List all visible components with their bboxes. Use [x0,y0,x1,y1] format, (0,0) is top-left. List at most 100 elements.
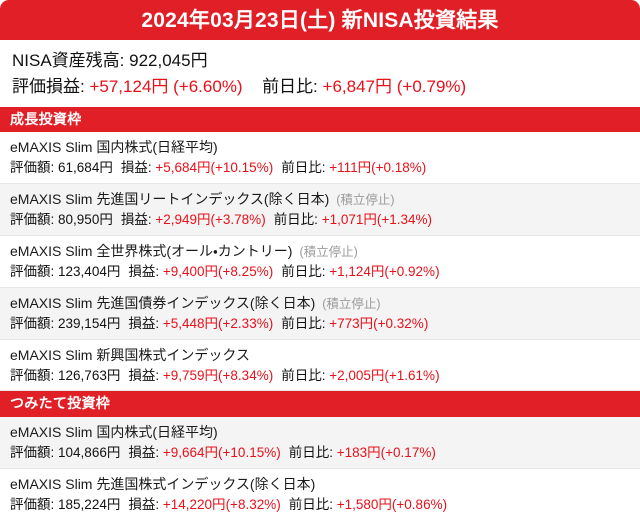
daily-change-value: +6,847円 [322,76,393,96]
fund-daily-percent: (+0.17%) [380,445,436,461]
fund-daily-percent: (+0.86%) [391,497,448,513]
fund-name-line: eMAXIS Slim 全世界株式(オール・カントリー) (積立停止) [10,241,630,261]
fund-name: eMAXIS Slim 国内株式(日経平均) [10,423,218,440]
fund-value-label: 評価額: [10,160,55,176]
profit-loss-percent: (+6.60%) [173,76,243,96]
fund-daily-value: +1,124円 [329,264,385,280]
fund-daily-label: 前日比: [288,445,333,461]
fund-value: 185,224円 [58,497,121,513]
suspended-badge: (積立停止) [336,193,395,208]
profit-loss-value: +57,124円 [89,76,169,96]
fund-pl-value: +9,400円 [162,264,219,280]
fund-value-label: 評価額: [10,212,55,228]
card-header: 2024年03月23日(土) 新NISA投資結果 [0,0,640,40]
fund-daily-label: 前日比: [273,212,318,228]
fund-value: 239,154円 [58,316,121,332]
fund-pl-value: +14,220円 [162,497,226,513]
profit-loss-line: 評価損益: +57,124円 (+6.60%) 前日比: +6,847円 (+0… [12,74,628,100]
fund-pl-percent: (+10.15%) [210,160,274,176]
fund-name: eMAXIS Slim 国内株式(日経平均) [10,139,218,156]
fund-daily-percent: (+1.34%) [376,212,433,228]
fund-pl-label: 損益: [120,212,152,228]
fund-name: eMAXIS Slim 先進国株式インデックス(除く日本) [10,475,316,492]
fund-pl-label: 損益: [128,497,160,513]
fund-pl-value: +2,949円 [155,212,211,228]
fund-stats-line: 評価額: 61,684円 損益: +5,684円(+10.15%) 前日比: +11… [10,158,630,178]
fund-daily-value: +111円 [329,160,372,176]
fund-daily-percent: (+0.32%) [373,316,429,332]
fund-row[interactable]: eMAXIS Slim 先進国債券インデックス(除く日本) (積立停止) 評価額: … [0,287,640,340]
fund-stats-line: 評価額: 185,224円 損益: +14,220円(+8.32%) 前日比: +1… [10,495,630,515]
fund-daily-percent: (+0.92%) [384,264,440,280]
suspended-badge: (積立停止) [322,296,381,311]
fund-value-label: 評価額: [10,445,55,461]
fund-row[interactable]: eMAXIS Slim 新興国株式インデックス評価額: 126,763円 損益: … [0,339,640,392]
fund-value: 123,404円 [58,264,121,280]
fund-daily-label: 前日比: [281,316,326,332]
fund-value: 80,950円 [58,212,113,228]
fund-daily-value: +773円 [329,316,374,332]
suspended-badge: (積立停止) [299,244,358,259]
fund-pl-label: 損益: [128,264,160,280]
fund-row[interactable]: eMAXIS Slim 国内株式(日経平均) 評価額: 104,866円 損益: +… [0,416,640,469]
fund-stats-line: 評価額: 80,950円 損益: +2,949円(+3.78%) 前日比: +1,0… [10,210,630,230]
fund-daily-label: 前日比: [281,367,326,383]
page-title: 2024年03月23日(土) 新NISA投資結果 [141,8,499,32]
fund-daily-percent: (+0.18%) [371,160,427,176]
fund-value-label: 評価額: [10,367,55,383]
daily-change-label: 前日比: [262,76,318,96]
fund-daily-value: +1,580円 [336,497,392,513]
fund-daily-label: 前日比: [281,160,326,176]
profit-loss-label: 評価損益: [12,76,85,96]
balance-value: 922,045円 [129,51,208,70]
fund-pl-percent: (+8.34%) [218,367,274,383]
portfolio-summary: NISA資産残高: 922,045円 評価損益: +57,124円 (+6.60… [0,40,640,107]
fund-pl-label: 損益: [120,160,152,176]
fund-pl-percent: (+8.25%) [218,264,274,280]
fund-daily-value: +1,071円 [321,212,377,228]
fund-name-line: eMAXIS Slim 先進国株式インデックス(除く日本) [10,474,630,494]
fund-pl-value: +5,684円 [155,160,211,176]
fund-name: eMAXIS Slim 新興国株式インデックス [10,346,250,363]
fund-stats-line: 評価額: 239,154円 損益: +5,448円(+2.33%) 前日比: +77… [10,314,630,334]
fund-value: 104,866円 [58,445,121,461]
fund-pl-percent: (+3.78%) [210,212,266,228]
daily-change-percent: (+0.79%) [396,76,467,96]
fund-name-line: eMAXIS Slim 先進国債券インデックス(除く日本) (積立停止) [10,293,630,313]
fund-daily-percent: (+1.61%) [384,367,440,383]
section-header-growth: 成長投資枠 [0,106,640,133]
fund-pl-label: 損益: [128,445,160,461]
fund-name-line: eMAXIS Slim 先進国リートインデックス(除く日本) (積立停止) [10,189,630,209]
fund-pl-value: +9,664円 [162,445,219,461]
fund-value-label: 評価額: [10,264,55,280]
fund-pl-percent: (+10.15%) [218,445,281,461]
fund-pl-value: +9,759円 [162,367,219,383]
fund-name: eMAXIS Slim 先進国リートインデックス(除く日本) [10,191,330,208]
section-header-tsumitate: つみたて投資枠 [0,391,640,417]
fund-row[interactable]: eMAXIS Slim 全世界株式(オール・カントリー) (積立停止) 評価額: 1… [0,235,640,288]
fund-pl-percent: (+8.32%) [225,497,281,513]
fund-value: 126,763円 [58,367,121,383]
fund-row[interactable]: eMAXIS Slim 先進国株式インデックス(除く日本) 評価額: 185,22… [0,468,640,515]
fund-value-label: 評価額: [10,316,55,332]
fund-name: eMAXIS Slim 先進国債券インデックス(除く日本) [10,294,316,311]
fund-name-line: eMAXIS Slim 新興国株式インデックス [10,345,630,365]
fund-stats-line: 評価額: 126,763円 損益: +9,759円(+8.34%) 前日比: +2,… [10,366,630,386]
fund-name-line: eMAXIS Slim 国内株式(日経平均) [10,422,630,442]
fund-stats-line: 評価額: 104,866円 損益: +9,664円(+10.15%) 前日比: +1… [10,443,630,463]
balance-label: NISA資産残高: [12,51,125,70]
fund-row[interactable]: eMAXIS Slim 先進国リートインデックス(除く日本) (積立停止) 評価額:… [0,184,640,236]
fund-pl-label: 損益: [128,316,160,332]
fund-daily-value: +2,005円 [329,367,385,383]
fund-stats-line: 評価額: 123,404円 損益: +9,400円(+8.25%) 前日比: +1,… [10,262,630,282]
balance-line: NISA資産残高: 922,045円 [12,48,628,74]
fund-daily-label: 前日比: [281,264,326,280]
fund-name: eMAXIS Slim 全世界株式(オール・カントリー) [10,242,293,259]
fund-name-line: eMAXIS Slim 国内株式(日経平均) [10,137,630,157]
fund-row[interactable]: eMAXIS Slim 国内株式(日経平均) 評価額: 61,684円 損益: +5… [0,132,640,185]
fund-daily-value: +183円 [336,445,381,461]
fund-pl-percent: (+2.33%) [218,316,274,332]
fund-pl-label: 損益: [128,367,160,383]
fund-daily-label: 前日比: [288,497,333,513]
